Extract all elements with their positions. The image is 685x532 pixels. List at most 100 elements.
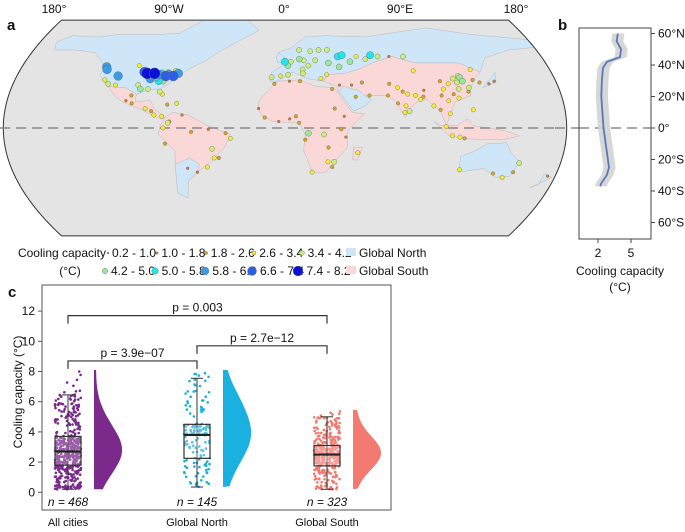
data-point xyxy=(185,458,188,462)
data-point xyxy=(56,422,60,425)
city-point xyxy=(346,58,354,65)
data-point xyxy=(57,455,61,459)
data-point xyxy=(54,471,58,475)
data-point xyxy=(72,399,76,403)
data-point xyxy=(71,484,74,487)
data-point xyxy=(329,472,333,475)
data-point xyxy=(329,450,333,454)
city-point xyxy=(180,113,184,117)
data-point xyxy=(65,462,68,466)
data-point xyxy=(60,474,64,478)
data-point xyxy=(202,408,205,411)
city-point xyxy=(499,174,505,180)
data-point xyxy=(316,481,319,484)
map-legend: Cooling capacity (°C) 0.2 - 1.0 1.0 - 1.8… xyxy=(18,246,428,278)
legend-symbol xyxy=(292,265,304,277)
city-point xyxy=(459,77,466,85)
legend-label: 0.2 - 1.0 xyxy=(112,246,156,260)
data-point xyxy=(77,431,80,435)
data-point xyxy=(75,403,78,407)
data-point xyxy=(318,469,321,472)
data-point xyxy=(74,441,77,445)
data-point xyxy=(329,485,333,489)
city-point xyxy=(449,133,455,139)
city-point xyxy=(162,141,167,146)
city-point xyxy=(400,89,405,94)
city-point xyxy=(359,80,364,85)
data-point xyxy=(317,477,321,481)
y-tick-label: 6 xyxy=(28,395,35,409)
city-point xyxy=(303,137,308,142)
data-point xyxy=(335,487,338,491)
city-point xyxy=(337,51,346,60)
p-value-label: p = 3.9e−07 xyxy=(100,346,164,360)
data-point xyxy=(316,456,320,460)
city-point xyxy=(516,160,523,166)
city-point xyxy=(331,158,337,165)
data-point xyxy=(69,455,72,458)
city-point xyxy=(470,107,476,113)
city-point xyxy=(451,92,456,97)
data-point xyxy=(77,457,80,460)
city-point xyxy=(102,77,108,83)
city-point xyxy=(440,86,446,92)
data-point xyxy=(320,484,323,488)
city-point xyxy=(315,47,322,53)
city-point xyxy=(151,112,157,118)
data-point xyxy=(338,477,341,481)
city-point xyxy=(339,127,344,132)
data-point xyxy=(185,466,189,470)
data-point xyxy=(338,426,341,429)
data-point xyxy=(312,416,316,419)
city-point xyxy=(298,79,303,84)
p-value-label: p = 2.7e−12 xyxy=(230,331,294,345)
data-point xyxy=(56,466,60,470)
data-point xyxy=(323,471,327,474)
legend-label: 5.0 - 5.8 xyxy=(162,264,206,278)
y-tick-label: 4 xyxy=(28,425,35,439)
city-point xyxy=(487,82,491,86)
significance-bracket xyxy=(196,345,328,354)
city-point xyxy=(446,98,452,104)
city-point xyxy=(281,57,289,66)
data-point xyxy=(200,479,203,482)
data-point xyxy=(54,406,57,410)
data-point xyxy=(318,472,322,475)
data-point xyxy=(315,485,319,488)
data-point xyxy=(204,440,207,444)
data-point xyxy=(188,446,191,450)
data-point xyxy=(72,409,76,413)
legend-label: 1.0 - 1.8 xyxy=(161,246,205,260)
data-point xyxy=(191,440,194,444)
data-point xyxy=(313,429,316,433)
y-tick-label: 40°N xyxy=(658,58,685,72)
data-point xyxy=(68,397,72,400)
data-point xyxy=(193,372,196,376)
data-point xyxy=(315,448,319,451)
data-point xyxy=(204,447,208,450)
data-point xyxy=(63,407,66,411)
category-label: All cities xyxy=(48,517,89,529)
data-point xyxy=(329,419,333,423)
city-point xyxy=(296,55,303,63)
data-point xyxy=(338,412,341,416)
data-point xyxy=(197,374,201,377)
city-point xyxy=(437,79,442,84)
y-tick-label: 10 xyxy=(22,334,36,348)
data-point xyxy=(204,428,208,432)
city-point xyxy=(312,57,319,64)
latitude-profile-chart: 60°N 40°N 20°N 0° 20°S 40°S 60°S 2 5 xyxy=(555,27,685,260)
y-tick-label: 60°N xyxy=(658,27,685,41)
data-point xyxy=(338,421,342,425)
city-point xyxy=(124,99,128,103)
panel-label-b: b xyxy=(558,17,567,34)
city-point xyxy=(445,81,451,87)
data-point xyxy=(77,403,81,407)
data-point xyxy=(331,466,334,470)
city-point xyxy=(287,79,292,83)
data-point xyxy=(184,404,188,407)
data-point xyxy=(58,448,62,452)
data-point xyxy=(72,439,76,442)
city-point xyxy=(332,106,337,111)
